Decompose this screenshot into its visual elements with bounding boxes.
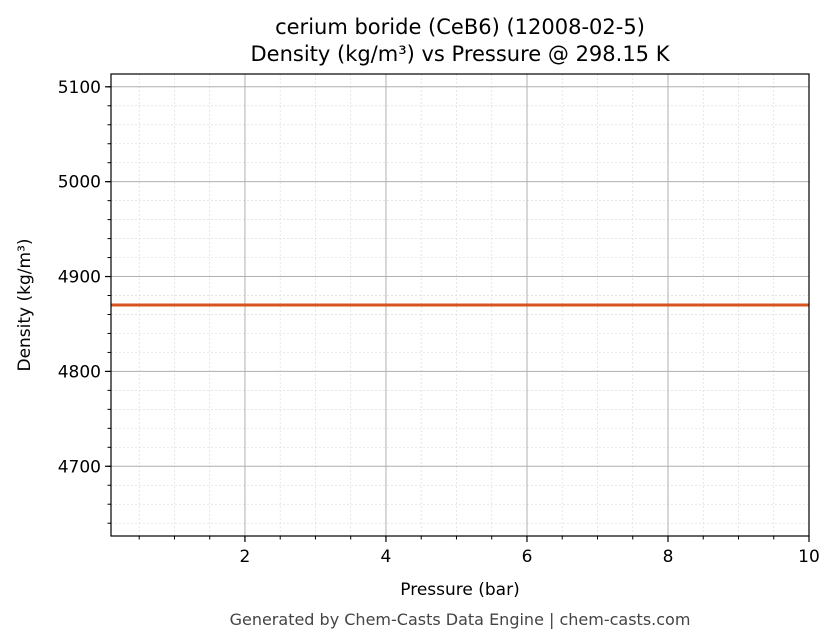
- y-axis-label: Density (kg/m³): [15, 238, 35, 371]
- x-tick-label: 10: [798, 547, 820, 567]
- x-tick-label: 6: [522, 547, 533, 567]
- y-tick-label: 5000: [58, 173, 101, 193]
- plot-frame: [110, 73, 810, 537]
- x-tick-label: 4: [381, 547, 392, 567]
- chart-title: cerium boride (CeB6) (12008-02-5): [275, 15, 645, 39]
- x-axis-label: Pressure (bar): [400, 580, 519, 600]
- y-tick-label: 4900: [58, 268, 101, 288]
- footer-credit: Generated by Chem-Casts Data Engine | ch…: [230, 610, 691, 629]
- y-tick-label: 5100: [58, 78, 101, 98]
- chart-subtitle: Density (kg/m³) vs Pressure @ 298.15 K: [250, 42, 670, 66]
- y-tick-label: 4700: [58, 457, 101, 477]
- y-tick-label: 4800: [58, 362, 101, 382]
- x-tick-label: 2: [240, 547, 251, 567]
- x-tick-label: 8: [663, 547, 674, 567]
